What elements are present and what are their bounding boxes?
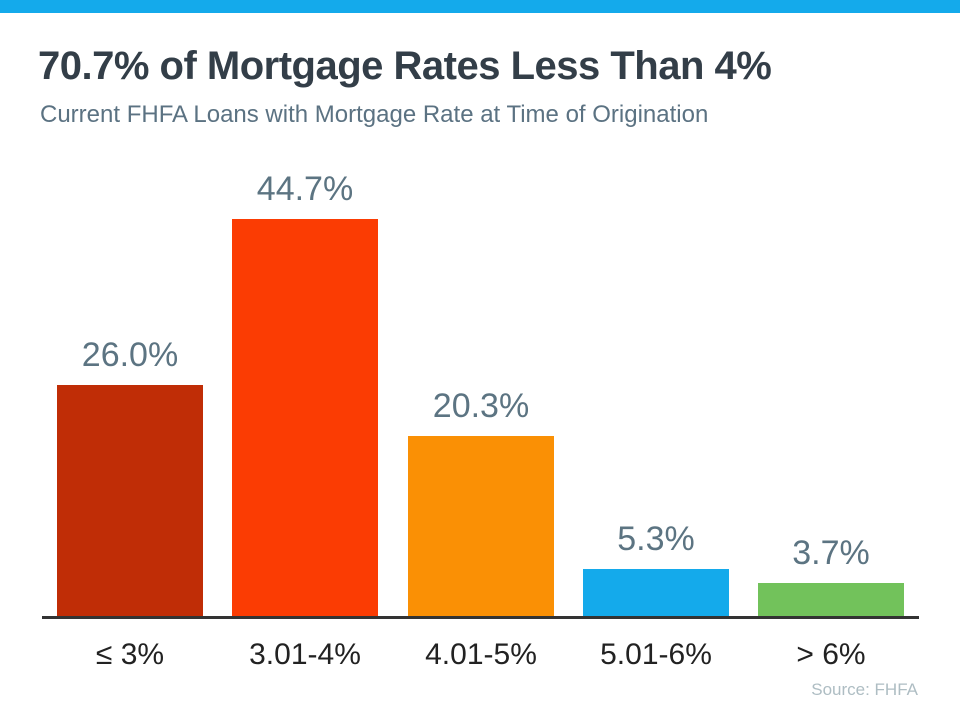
chart-title: 70.7% of Mortgage Rates Less Than 4% xyxy=(38,44,772,88)
value-label: 5.3% xyxy=(617,520,695,558)
category-label: 4.01-5% xyxy=(425,638,537,671)
value-label: 26.0% xyxy=(81,336,179,374)
chart-subtitle: Current FHFA Loans with Mortgage Rate at… xyxy=(40,101,709,128)
value-label: 3.7% xyxy=(792,534,870,572)
bar-> 6% xyxy=(758,583,904,616)
category-label: > 6% xyxy=(796,638,866,671)
bar-≤ 3% xyxy=(57,385,203,616)
accent-strip xyxy=(0,0,960,13)
plot-area: 26.0% 44.7% 20.3% 5.3% 3.7% xyxy=(42,150,919,619)
bar-3.01-4% xyxy=(232,219,378,616)
bar-4.01-5% xyxy=(408,436,554,616)
category-label: ≤ 3% xyxy=(95,638,165,671)
x-axis: ≤ 3% 3.01-4% 4.01-5% 5.01-6% > 6% xyxy=(42,638,919,680)
bar-5.01-6% xyxy=(583,569,729,616)
value-label: 44.7% xyxy=(256,170,354,208)
value-label: 20.3% xyxy=(432,387,530,425)
source-credit: Source: FHFA xyxy=(811,680,918,699)
category-label: 3.01-4% xyxy=(249,638,361,671)
category-label: 5.01-6% xyxy=(600,638,712,671)
